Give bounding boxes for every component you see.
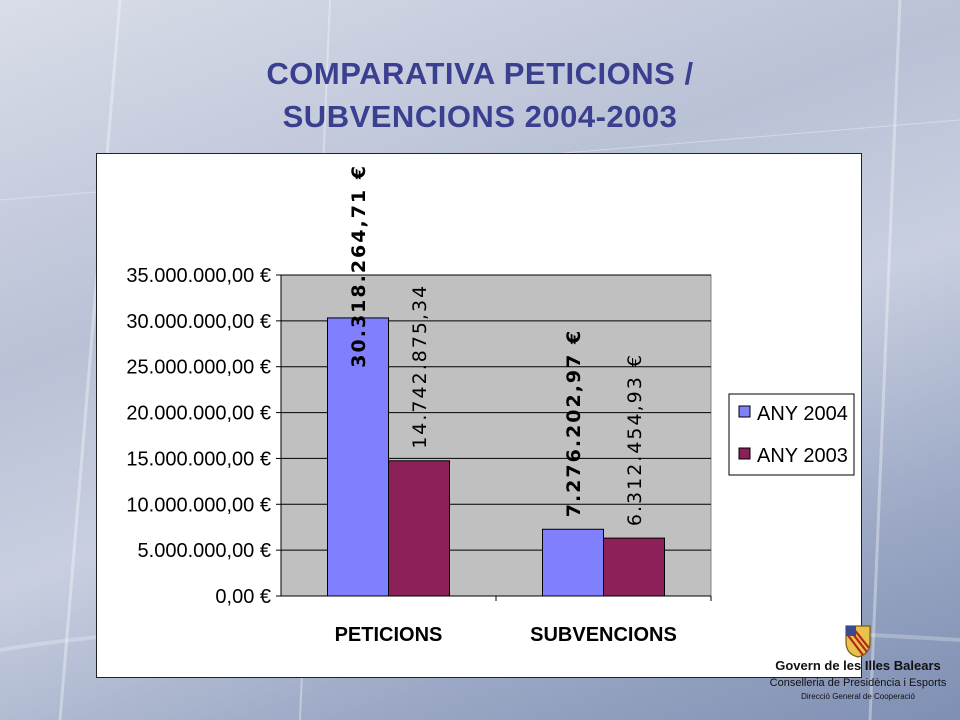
chart-frame: 0,00 € 5.000.000,00 € 10.000.000,00 € 15.00… [96, 153, 862, 678]
division-name: Direcció General de Cooperació [801, 692, 915, 701]
y-tick-label: 30.000.000,00 € [126, 311, 271, 333]
bar [388, 460, 450, 597]
bar-chart: 0,00 € 5.000.000,00 € 10.000.000,00 € 15.00… [126, 164, 855, 646]
legend-swatch-2003 [738, 447, 751, 460]
y-tick-label: 10.000.000,00 € [126, 494, 271, 516]
legend-label-2004: ANY 2004 [757, 403, 848, 425]
y-tick-label: 15.000.000,00 € [126, 448, 271, 470]
y-tick-label: 25.000.000,00 € [126, 357, 271, 379]
title-line-1: COMPARATIVA PETICIONS / [266, 56, 694, 91]
legend-label-2003: ANY 2003 [757, 445, 848, 467]
x-axis: PETICIONS SUBVENCIONS [335, 596, 712, 646]
legend: ANY 2004 ANY 2003 [728, 393, 855, 476]
government-name: Govern de les Illes Balears [775, 658, 941, 673]
category-label: PETICIONS [335, 624, 443, 646]
y-tick-label: 20.000.000,00 € [126, 403, 271, 425]
title-line-2: SUBVENCIONS 2004-2003 [282, 99, 678, 134]
bar [542, 528, 604, 597]
government-logo: Govern de les Illes Balears Conselleria … [760, 622, 956, 718]
data-labels: 30.318.264,71 € 14.742.875,34 7.276.202,97… [348, 164, 646, 526]
slide-title: COMPARATIVA PETICIONS / SUBVENCIONS 2004… [0, 52, 960, 138]
coat-of-arms-icon [845, 625, 871, 658]
data-label: 14.742.875,34 [409, 284, 431, 449]
department-name: Conselleria de Presidència i Esports [769, 677, 947, 689]
bar [327, 317, 389, 597]
data-label: 30.318.264,71 € [348, 164, 370, 368]
bar [603, 537, 665, 597]
data-label: 6.312.454,93 € [624, 353, 646, 526]
y-tick-label: 35.000.000,00 € [126, 265, 271, 287]
category-label: SUBVENCIONS [530, 624, 677, 646]
legend-swatch-2004 [738, 405, 751, 418]
data-label: 7.276.202,97 € [563, 329, 585, 517]
y-tick-label: 5.000.000,00 € [138, 540, 271, 562]
bars [327, 317, 665, 597]
y-tick-label: 0,00 € [215, 586, 271, 608]
